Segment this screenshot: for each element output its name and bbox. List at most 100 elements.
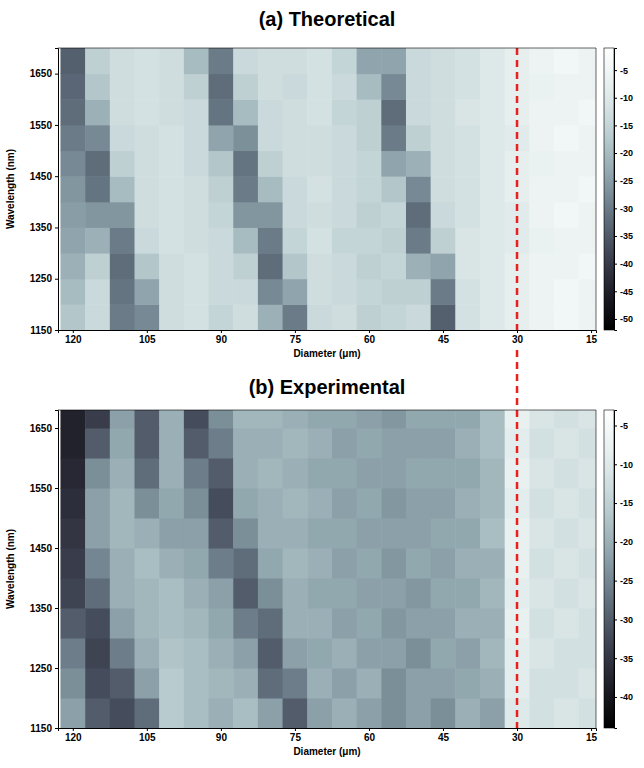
heatmap-cell <box>406 279 431 305</box>
heatmap-cell <box>258 151 283 177</box>
heatmap-cell <box>505 548 530 579</box>
y-axis-tick-label: 1450 <box>30 171 53 182</box>
heatmap-cell <box>85 548 110 579</box>
panel-title: (a) Theoretical <box>259 8 396 30</box>
plot-frame <box>596 410 597 728</box>
heatmap-cell <box>332 698 357 728</box>
heatmap-cell <box>159 548 184 579</box>
heatmap-cell <box>332 488 357 519</box>
heatmap-cell <box>381 578 406 609</box>
heatmap-cell <box>135 548 160 579</box>
chart-svg: 1201059075604530151150125013501450155016… <box>0 0 644 768</box>
colorbar-tick-mark <box>614 181 617 182</box>
heatmap-cell <box>406 125 431 151</box>
x-axis-tick-label: 45 <box>438 732 450 743</box>
heatmap-cell <box>258 638 283 669</box>
heatmap-cell <box>307 638 332 669</box>
heatmap-cell <box>184 304 209 330</box>
heatmap-cell <box>431 304 456 330</box>
heatmap-cell <box>159 151 184 177</box>
heatmap-cell <box>283 638 308 669</box>
colorbar-tick: -30 <box>614 615 633 625</box>
x-axis-line <box>59 331 597 334</box>
x-axis-tick-mark <box>295 728 296 731</box>
heatmap-cell <box>184 253 209 279</box>
x-axis-tick-mark <box>221 728 222 731</box>
x-axis-tick: 45 <box>438 728 450 743</box>
heatmap-cell <box>85 99 110 125</box>
heatmap-cell <box>332 253 357 279</box>
heatmap-cell <box>85 578 110 609</box>
y-axis-tick-label: 1650 <box>30 423 53 434</box>
heatmap-cell <box>60 304 85 330</box>
heatmap-cell <box>283 253 308 279</box>
heatmap-cell <box>505 488 530 519</box>
heatmap-cell <box>332 458 357 489</box>
heatmap-cell <box>159 176 184 202</box>
heatmap-cell <box>60 608 85 639</box>
heatmap-cell <box>554 176 579 202</box>
reference-line-group <box>517 410 518 728</box>
heatmap-cell <box>209 458 234 489</box>
heatmap-cell <box>60 488 85 519</box>
heatmap-cell <box>381 176 406 202</box>
heatmap-cell <box>431 638 456 669</box>
heatmap-cell <box>554 668 579 699</box>
x-axis-line <box>59 729 597 732</box>
colorbar-tick-mark <box>614 291 617 292</box>
y-axis-tick-label: 1150 <box>30 723 52 734</box>
heatmap-cell <box>258 698 283 728</box>
x-axis-tick-label: 105 <box>139 732 156 743</box>
heatmap-cell <box>209 488 234 519</box>
heatmap-cell <box>60 638 85 669</box>
heatmap-cell <box>480 548 505 579</box>
heatmap-cell <box>283 668 308 699</box>
heatmap-cell <box>529 279 554 305</box>
heatmap-cell <box>184 151 209 177</box>
x-axis-tick: 120 <box>65 728 82 743</box>
heatmap-cell <box>159 202 184 228</box>
x-axis-tick-label: 120 <box>65 334 82 345</box>
heatmap-cell <box>357 638 382 669</box>
heatmap-cell <box>579 151 596 177</box>
x-axis-tick: 90 <box>216 728 228 743</box>
heatmap-cell <box>135 279 160 305</box>
y-axis-tick: 1650 <box>30 423 58 434</box>
heatmap-cell <box>110 518 135 549</box>
heatmap-cell <box>233 202 258 228</box>
y-axis-tick-mark <box>55 125 58 126</box>
heatmap-cell <box>431 253 456 279</box>
heatmap-cell <box>184 202 209 228</box>
heatmap-cell <box>110 202 135 228</box>
heatmap-cell <box>431 279 456 305</box>
heatmap-cell <box>283 428 308 459</box>
heatmap-cell <box>159 638 184 669</box>
x-axis-tick-label: 30 <box>512 334 524 345</box>
heatmap-cell <box>455 227 480 253</box>
heatmap-cell <box>60 227 85 253</box>
x-axis-tick-mark <box>369 330 370 333</box>
colorbar-tick-label: -35 <box>620 654 633 664</box>
heatmap-cell <box>184 578 209 609</box>
heatmap-cell <box>554 638 579 669</box>
heatmap-cell <box>184 548 209 579</box>
heatmap-cell <box>406 227 431 253</box>
heatmap-cell <box>357 518 382 549</box>
heatmap-cell <box>85 125 110 151</box>
colorbar-tick-label: -25 <box>620 176 633 186</box>
heatmap-cell <box>60 202 85 228</box>
heatmap-cell <box>258 458 283 489</box>
y-axis-line <box>55 49 59 331</box>
heatmap-cell <box>381 608 406 639</box>
colorbar-tick: -40 <box>614 259 633 269</box>
heatmap-cell <box>480 125 505 151</box>
heatmap-cell <box>307 125 332 151</box>
colorbar-axis: -5-10-15-20-25-30-35-40 <box>614 411 633 729</box>
heatmap-cell <box>135 410 160 429</box>
reference-line-group <box>517 48 518 410</box>
heatmap-cell <box>529 253 554 279</box>
x-axis-tick: 15 <box>586 330 598 345</box>
heatmap-cell <box>258 548 283 579</box>
heatmap-cell <box>406 176 431 202</box>
x-axis-tick-mark <box>443 330 444 333</box>
